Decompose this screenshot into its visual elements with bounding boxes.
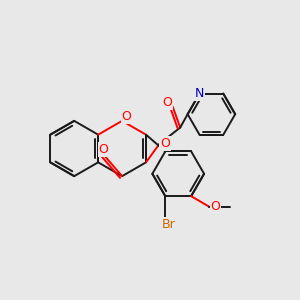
Text: O: O (162, 96, 172, 109)
Text: Br: Br (162, 218, 176, 231)
Text: N: N (195, 87, 204, 100)
Text: O: O (122, 110, 131, 123)
Text: O: O (99, 143, 109, 156)
Text: O: O (160, 137, 170, 150)
Text: O: O (211, 200, 220, 213)
